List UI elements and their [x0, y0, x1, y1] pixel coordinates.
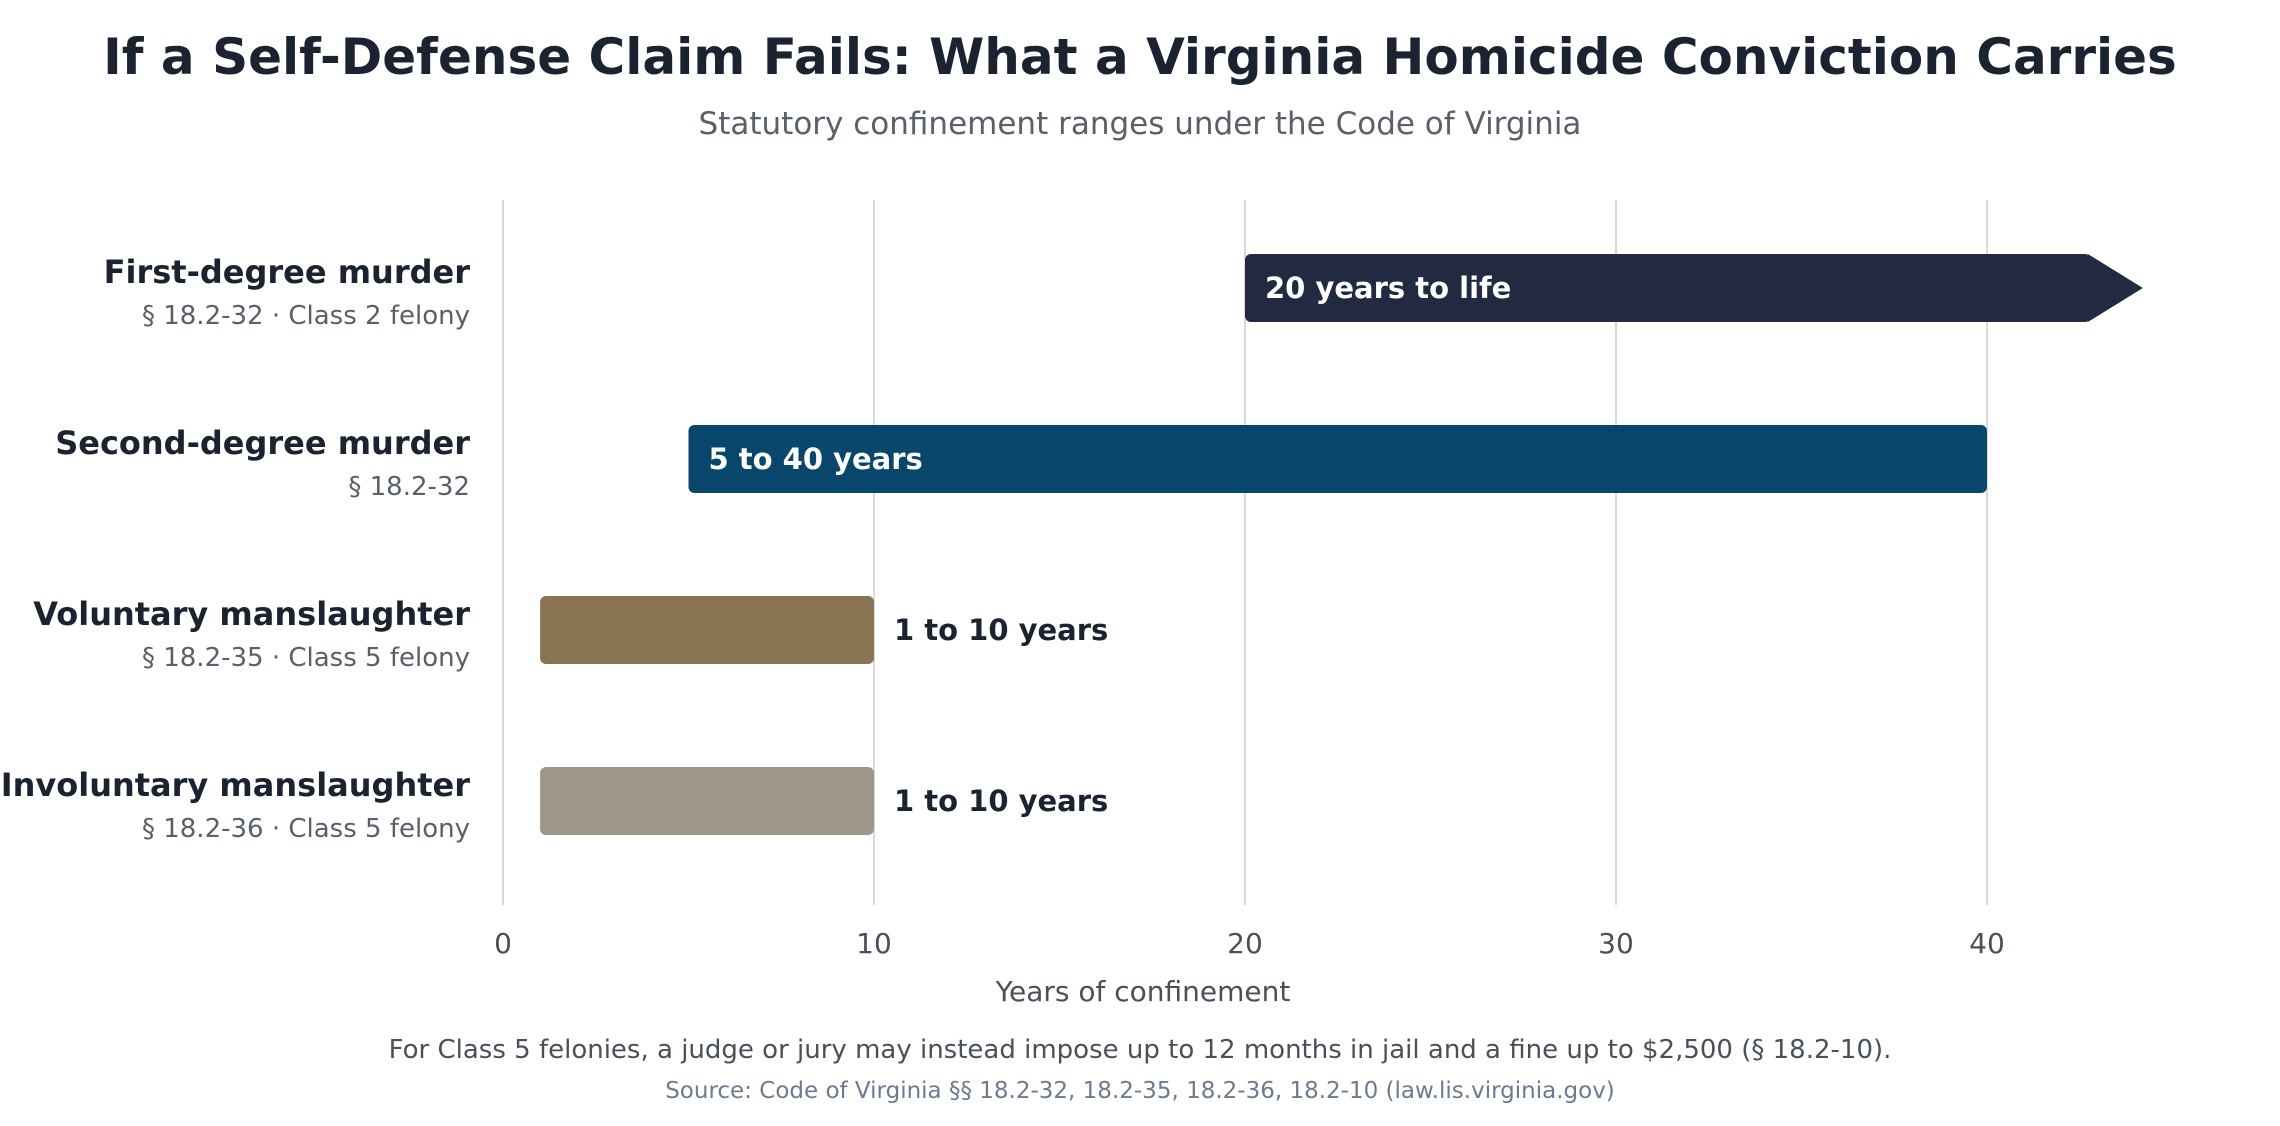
chart-footnote: For Class 5 felonies, a judge or jury ma…	[388, 1035, 1892, 1065]
category-statute: § 18.2-35 · Class 5 felony	[142, 643, 470, 673]
bar-data-label: 5 to 40 years	[709, 442, 923, 476]
x-tick-label-40: 40	[1969, 927, 2005, 960]
bar-range	[1245, 254, 2091, 322]
bar-data-label: 20 years to life	[1265, 271, 1511, 305]
x-axis-title: Years of confinement	[995, 975, 1291, 1008]
bars: 20 years to life 5 to 40 years 1 to 10 yea…	[540, 254, 2143, 835]
category-label: First-degree murder	[104, 253, 471, 291]
category-label: Involuntary manslaughter	[1, 766, 471, 804]
category-statute: § 18.2-36 · Class 5 felony	[142, 814, 470, 844]
bar-range	[540, 767, 874, 835]
x-tick-label-10: 10	[856, 927, 892, 960]
category-labels: First-degree murder § 18.2-32 · Class 2 f…	[1, 253, 471, 844]
bar-data-label: 1 to 10 years	[894, 613, 1108, 647]
category-label: Second-degree murder	[55, 424, 470, 462]
category-label: Voluntary manslaughter	[33, 595, 470, 633]
x-tick-label-30: 30	[1598, 927, 1634, 960]
range-bar-chart: 20 years to life 5 to 40 years 1 to 10 yea…	[1, 200, 2143, 1008]
x-axis-ticks: 0 10 20 30 40	[494, 927, 2005, 960]
category-statute: § 18.2-32 · Class 2 felony	[142, 301, 470, 331]
chart-source: Source: Code of Virginia §§ 18.2-32, 18.…	[665, 1078, 1615, 1104]
chart-subtitle: Statutory confinement ranges under the C…	[698, 106, 1582, 142]
bar-range	[540, 596, 874, 664]
bar-range	[688, 425, 1987, 493]
open-ended-arrow	[2087, 254, 2143, 322]
chart-title: If a Self-Defense Claim Fails: What a Vi…	[103, 28, 2177, 86]
bar-data-label: 1 to 10 years	[894, 784, 1108, 818]
x-tick-label-20: 20	[1227, 927, 1263, 960]
category-statute: § 18.2-32	[348, 472, 470, 502]
x-tick-label-0: 0	[494, 927, 512, 960]
